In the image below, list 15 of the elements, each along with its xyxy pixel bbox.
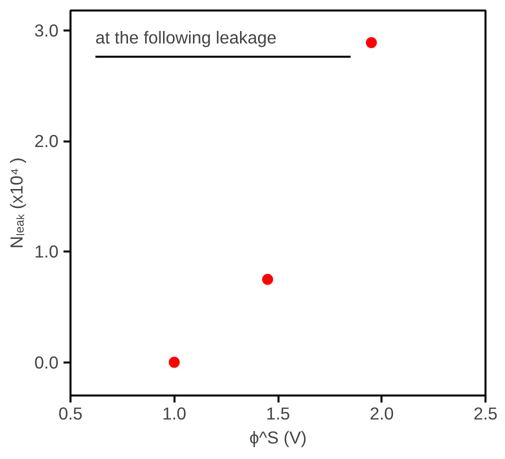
y-axis-title: Nₗₑₐₖ (x10⁴ ) bbox=[6, 158, 26, 248]
x-tick-label: 1.5 bbox=[266, 404, 290, 424]
x-tick-label: 2.5 bbox=[473, 404, 498, 424]
annotation: at the following leakage bbox=[95, 27, 277, 48]
y-tick-label: 2.0 bbox=[34, 131, 59, 152]
y-tick-label: 0.0 bbox=[34, 352, 59, 372]
y-tick-label: 1.0 bbox=[34, 242, 59, 262]
point bbox=[168, 356, 180, 368]
x-axis-title: ϕ^S (V) bbox=[249, 428, 307, 448]
y-tick-label: 3.0 bbox=[34, 20, 59, 40]
point bbox=[262, 274, 274, 285]
x-tick-label: 2.0 bbox=[370, 404, 394, 424]
x-tick-label: 0.5 bbox=[58, 404, 83, 424]
x-tick-label: 1.0 bbox=[162, 404, 186, 424]
point bbox=[366, 37, 377, 48]
